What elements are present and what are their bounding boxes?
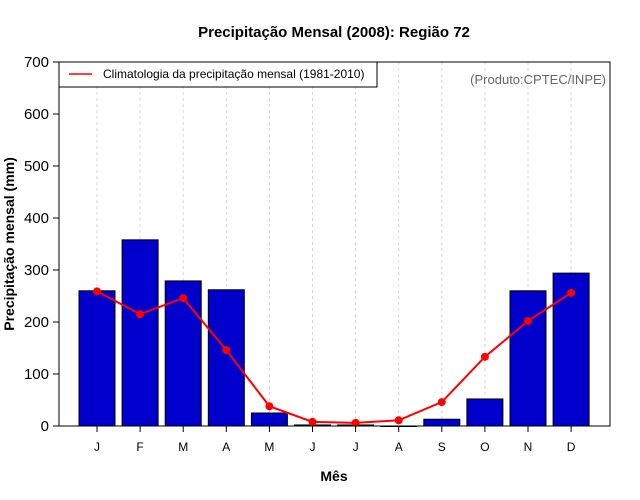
climatology-point [394,416,403,425]
y-tick-label: 700 [24,54,49,71]
x-tick-label: J [310,440,316,454]
y-axis-label: Precipitação mensal (mm) [1,157,17,331]
y-tick-label: 300 [24,262,49,279]
x-tick-label: J [94,440,100,454]
bar-a-3 [207,289,245,427]
x-tick-label: M [178,440,188,454]
climatology-point [222,346,231,355]
climatology-point [308,417,317,426]
y-tick-label: 600 [24,106,49,123]
climatology-point [93,287,101,296]
bar-n-10 [509,290,547,427]
x-tick-label: J [353,440,359,454]
bar-d-11 [552,272,590,427]
x-tick-label: F [136,440,143,454]
climatology-point [567,288,576,297]
y-tick-label: 200 [24,314,49,331]
climatology-point [437,398,446,407]
bar-o-9 [466,398,504,427]
legend: Climatologia da precipitação mensal (198… [58,61,378,88]
climatology-point [524,316,532,325]
climatology-point [136,310,145,319]
climatology-point [480,352,489,361]
bar-f-1 [121,239,159,427]
climatology-point [179,294,188,303]
x-tick-label: O [480,440,489,454]
bars [78,239,590,427]
legend-entry-climatology: Climatologia da precipitação mensal (198… [103,67,364,81]
x-axis-label: Mês [320,468,347,484]
x-tick-label: N [524,440,533,454]
x-tick-label: D [567,440,576,454]
source-annotation: (Produto:CPTEC/INPE) [470,72,606,87]
y-tick-label: 0 [41,418,49,435]
y-tick-label: 100 [24,366,49,383]
bar-s-8 [423,418,461,427]
x-tick-label: A [222,440,230,454]
climatology-point [265,402,274,411]
climatology-point [351,418,360,427]
bar-m-2 [164,280,202,427]
x-tick-label: M [264,440,274,454]
bar-m-4 [250,412,288,427]
climatology-polyline [96,290,572,424]
x-tick-label: S [438,440,446,454]
y-tick-label: 500 [24,158,49,175]
y-tick-label: 400 [24,210,49,227]
y-axis: 0 100 200 300 400 500 600 700 [24,54,59,435]
x-tick-label: A [395,440,403,454]
chart-title: Precipitação Mensal (2008): Região 72 [198,24,470,41]
climatology-line [93,287,576,427]
legend-box [58,61,378,88]
bar-j-0 [78,290,116,427]
